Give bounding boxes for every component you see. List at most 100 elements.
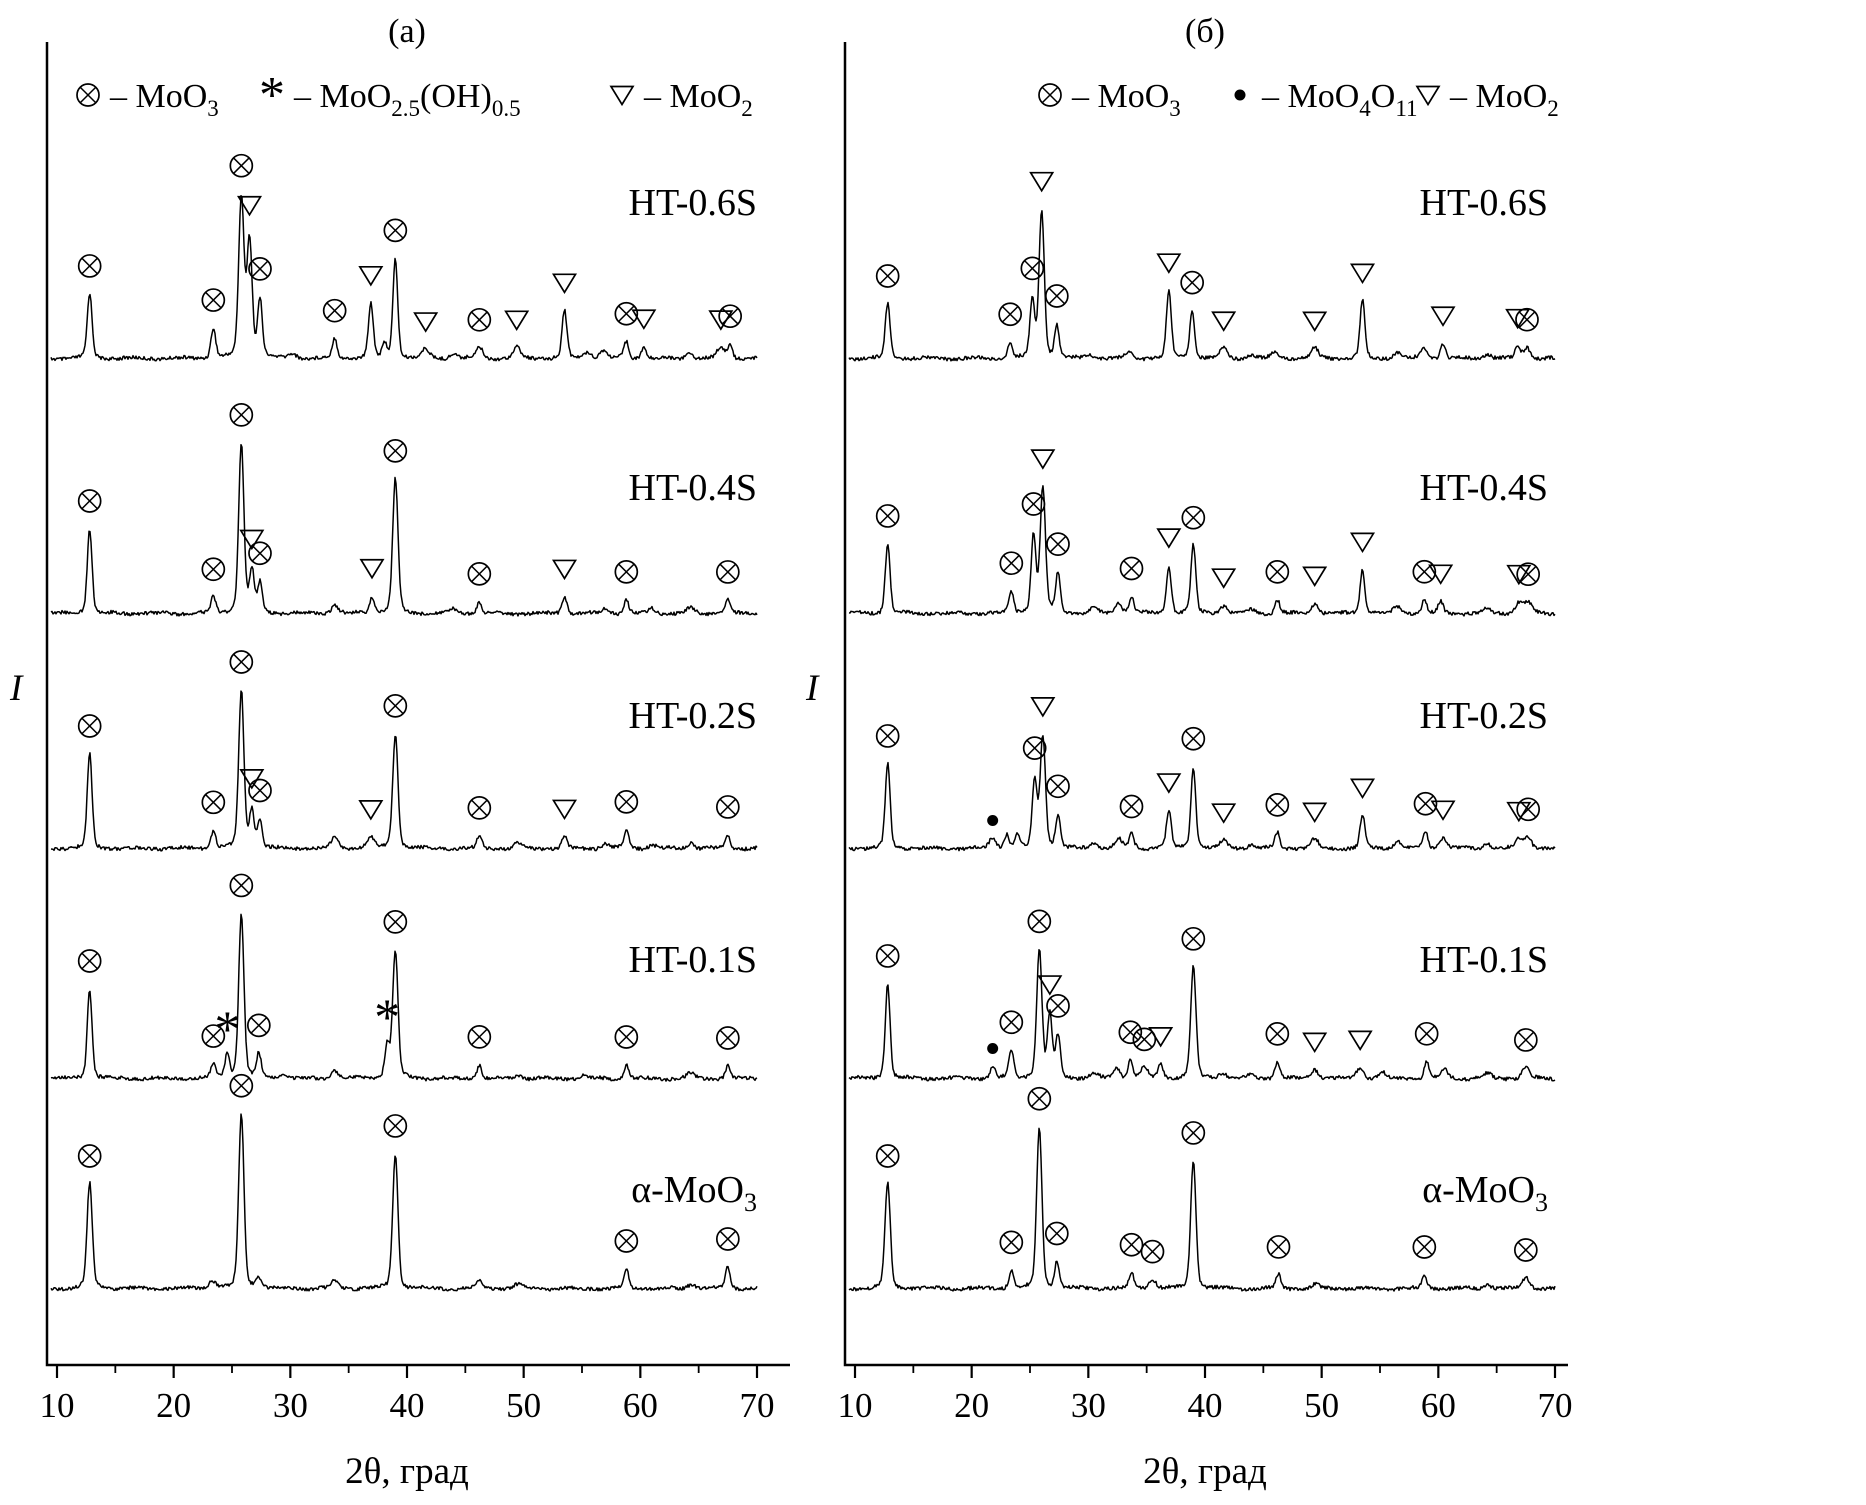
circle-x-icon [1140, 1239, 1165, 1264]
circle-x-icon [1132, 1027, 1157, 1052]
circle-x-icon [229, 873, 254, 898]
phase-marker-cx [77, 489, 102, 513]
phase-marker-tr [1347, 1030, 1373, 1051]
triangle-down-icon [239, 769, 265, 790]
panel-b-title: (б) [1185, 13, 1225, 50]
phase-marker-cx [1046, 774, 1070, 799]
x-tick-label: 10 [838, 1386, 873, 1425]
phase-marker-cx [1020, 256, 1045, 281]
phase-marker-cx [875, 944, 900, 968]
phase-marker-cx [246, 1013, 271, 1038]
phase-marker-tr [358, 800, 384, 821]
x-tick-label: 50 [1304, 1386, 1339, 1425]
circle-x-icon [1021, 492, 1046, 516]
circle-x-icon [77, 949, 102, 973]
triangle-down-icon [631, 309, 657, 330]
phase-marker-tr [551, 799, 578, 821]
phase-marker-cx [1181, 926, 1206, 951]
circle-x-icon [1414, 1021, 1439, 1046]
phase-marker-cx [875, 1144, 900, 1168]
trace-label: α-MoO3 [631, 1169, 757, 1217]
circle-x-icon [715, 1026, 740, 1050]
panel-b-xlabel: 2θ, град [1143, 1451, 1267, 1492]
x-tick-label: 70 [1538, 1386, 1573, 1425]
circle-x-icon [1119, 1232, 1144, 1257]
circle-x-icon [875, 724, 900, 748]
phase-marker-tr [609, 85, 635, 107]
x-tick-label: 50 [506, 1386, 541, 1425]
phase-marker-tr [551, 559, 578, 581]
circle-x-icon [77, 489, 102, 513]
trace-label: HT-0.6S [1420, 182, 1548, 224]
circle-x-icon [1180, 270, 1205, 295]
phase-marker-tr [1349, 263, 1376, 285]
triangle-down-icon [1030, 449, 1056, 470]
phase-marker-cx [1046, 994, 1070, 1018]
circle-x-icon [614, 560, 639, 584]
phase-marker-tr [239, 529, 265, 551]
circle-x-icon [467, 307, 492, 332]
phase-marker-tr [551, 273, 578, 294]
circle-x-icon [715, 1227, 740, 1251]
circle-x-icon [1044, 1221, 1069, 1246]
phase-marker-tr [1430, 800, 1456, 821]
circle-x-icon [1265, 792, 1290, 817]
trace-label: HT-0.2S [1420, 695, 1548, 737]
dot-icon [987, 1043, 999, 1055]
phase-marker-cx [229, 153, 254, 178]
phase-marker-cx [614, 790, 639, 814]
circle-x-icon [201, 1024, 226, 1048]
triangle-down-icon [1030, 697, 1056, 718]
triangle-down-icon [1349, 532, 1376, 554]
circle-x-icon [1181, 726, 1206, 751]
triangle-down-icon [359, 558, 385, 580]
triangle-down-icon [1430, 800, 1456, 821]
xrd-trace-HT-0.6S [50, 194, 758, 362]
circle-x-icon [999, 1230, 1024, 1255]
x-tick-label: 60 [1421, 1386, 1456, 1425]
circle-x-icon [1516, 562, 1541, 587]
phase-marker-tr [236, 195, 263, 217]
triangle-down-icon [358, 800, 384, 821]
triangle-down-icon [239, 529, 265, 551]
phase-marker-tr [1211, 311, 1237, 332]
phase-marker-tr [1037, 975, 1063, 996]
circle-x-icon [715, 795, 740, 819]
phase-marker-tr [1349, 532, 1376, 554]
x-tick-label: 70 [740, 1386, 775, 1425]
circle-x-icon [248, 257, 272, 281]
x-tick-label: 40 [390, 1386, 425, 1425]
triangle-down-icon [236, 195, 263, 217]
circle-x-icon [1413, 791, 1438, 816]
triangle-down-icon [1428, 564, 1454, 585]
xrd-trace-HT-0.4S [50, 443, 758, 617]
phase-marker-as: * [259, 67, 285, 124]
circle-x-icon [1516, 797, 1541, 822]
phase-marker-tr [239, 769, 265, 790]
phase-marker-cx [467, 1025, 492, 1049]
phase-marker-cx [1027, 1086, 1052, 1111]
circle-x-icon [1044, 284, 1069, 308]
triangle-down-icon [504, 310, 530, 331]
triangle-down-icon [1156, 773, 1182, 794]
phase-marker-cx [1022, 736, 1047, 760]
phase-marker-cx [1513, 1238, 1538, 1262]
triangle-down-icon [1148, 1027, 1174, 1048]
phase-marker-cx [229, 403, 254, 427]
circle-x-icon [1515, 307, 1539, 332]
phase-marker-cx [1181, 1121, 1206, 1145]
phase-marker-cx [229, 873, 254, 898]
circle-x-icon [383, 694, 408, 718]
circle-x-icon [383, 439, 408, 463]
phase-marker-cx [201, 288, 226, 312]
circle-x-icon [614, 301, 639, 326]
phase-marker-cx [715, 1227, 740, 1251]
phase-marker-cx [1046, 532, 1070, 556]
phase-marker-tr [1029, 171, 1055, 193]
phase-marker-cx [1119, 794, 1144, 819]
circle-x-icon [1119, 794, 1144, 819]
phase-marker-cx [229, 650, 254, 674]
asterisk-icon: * [259, 67, 285, 124]
